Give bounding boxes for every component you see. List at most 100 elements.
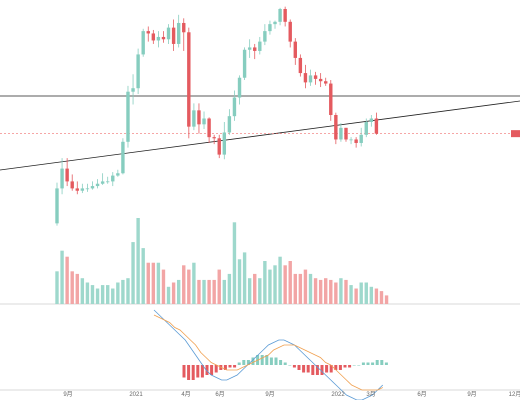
- candle: [354, 137, 358, 148]
- volume-bar: [379, 291, 384, 304]
- macd-histogram-bar: [269, 357, 273, 365]
- last-price-tag-box: [511, 130, 520, 138]
- candle-body: [141, 31, 145, 55]
- volume-bar: [217, 269, 221, 304]
- macd-histogram-bar: [343, 365, 347, 368]
- volume-bar: [126, 278, 130, 304]
- candle: [197, 103, 201, 134]
- candle-body: [334, 115, 338, 140]
- candle: [141, 28, 145, 57]
- candle: [166, 24, 171, 44]
- macd-histogram-bar: [334, 365, 338, 370]
- volume-bar: [303, 269, 308, 304]
- panel-separators: [0, 303, 520, 391]
- volume-bar: [313, 278, 318, 304]
- candle-body: [80, 188, 85, 191]
- volume-bar: [212, 279, 216, 304]
- macd-histogram-bar: [274, 357, 278, 365]
- candle: [187, 27, 191, 139]
- x-tick-label: 9月: [63, 391, 72, 398]
- volume-bar: [116, 282, 120, 304]
- candle: [374, 112, 379, 135]
- candle: [176, 14, 181, 48]
- macd-dif-line: [153, 309, 384, 400]
- candle-body: [212, 137, 216, 139]
- volume-bar: [288, 261, 292, 304]
- x-tick-label: 9月: [265, 391, 274, 398]
- candle-body: [192, 110, 196, 127]
- volume-bar: [121, 279, 125, 304]
- candle: [324, 77, 328, 86]
- candle: [263, 24, 267, 46]
- volume-bar: [131, 242, 135, 304]
- candle-body: [166, 27, 171, 40]
- candle-body: [131, 88, 135, 92]
- volume-bar: [268, 269, 272, 304]
- volume-bar: [318, 279, 323, 304]
- candle-body: [161, 36, 166, 40]
- volume-bar: [324, 278, 328, 304]
- candle-body: [207, 118, 211, 138]
- candle: [253, 43, 257, 60]
- macd-histogram-bar: [187, 365, 191, 380]
- candle-body: [278, 8, 282, 22]
- volume-bar: [369, 286, 374, 304]
- volume-bar: [359, 282, 363, 304]
- volume-bar: [182, 265, 186, 304]
- volume-bar: [232, 222, 237, 304]
- macd-histogram-bar: [205, 365, 209, 375]
- volume-bar: [354, 288, 358, 304]
- volume-bar: [247, 278, 252, 304]
- candle: [60, 158, 64, 195]
- volume-bar: [334, 282, 338, 304]
- candle-body: [283, 8, 287, 22]
- last-price-tag[interactable]: [511, 130, 520, 138]
- candle: [258, 36, 262, 55]
- macd-histogram-bar: [237, 362, 241, 365]
- macd-histogram-bar: [233, 365, 237, 368]
- candle-body: [95, 183, 100, 187]
- candle: [283, 6, 287, 27]
- candle-body: [318, 78, 323, 82]
- volume-bar: [253, 273, 257, 304]
- candle-body: [369, 118, 374, 122]
- candle-body: [329, 83, 333, 116]
- volume-bar: [146, 262, 150, 304]
- macd-histogram-bar: [306, 365, 310, 373]
- x-tick-label: 2022: [331, 392, 345, 398]
- candle: [318, 73, 323, 88]
- volume-bar: [298, 273, 303, 304]
- volume-bar: [222, 279, 227, 304]
- volume-bar: [242, 252, 247, 304]
- candle: [116, 169, 120, 177]
- candle: [308, 69, 313, 86]
- macd-histogram-bar: [352, 365, 356, 366]
- volume-bar: [95, 288, 100, 304]
- volume-bar: [364, 282, 368, 304]
- x-tick-label: 2021: [129, 392, 143, 398]
- volume-bar: [384, 295, 389, 304]
- macd-histogram-bar: [288, 365, 292, 366]
- candle-body: [171, 27, 176, 44]
- time-axis: 9月 2021 4月 6月 9月 2022 3月 6月 9月 12月: [63, 391, 520, 398]
- candle: [65, 158, 69, 187]
- volume-bar: [75, 273, 79, 304]
- candle: [80, 183, 85, 194]
- macd-histogram-bar: [228, 365, 232, 368]
- candle: [70, 174, 74, 191]
- candle: [298, 54, 303, 77]
- candle-body: [263, 31, 267, 42]
- candle-body: [247, 47, 252, 50]
- candle: [359, 127, 363, 147]
- macd-histogram-bar: [375, 360, 379, 365]
- macd-histogram-bar: [302, 365, 306, 373]
- volume-panel: [55, 218, 389, 304]
- macd-histogram-bar: [366, 362, 370, 365]
- macd-histogram-bar: [320, 365, 324, 375]
- candle: [95, 179, 100, 189]
- macd-histogram-bar: [297, 365, 301, 370]
- candle-body: [313, 75, 318, 79]
- candle: [121, 138, 125, 175]
